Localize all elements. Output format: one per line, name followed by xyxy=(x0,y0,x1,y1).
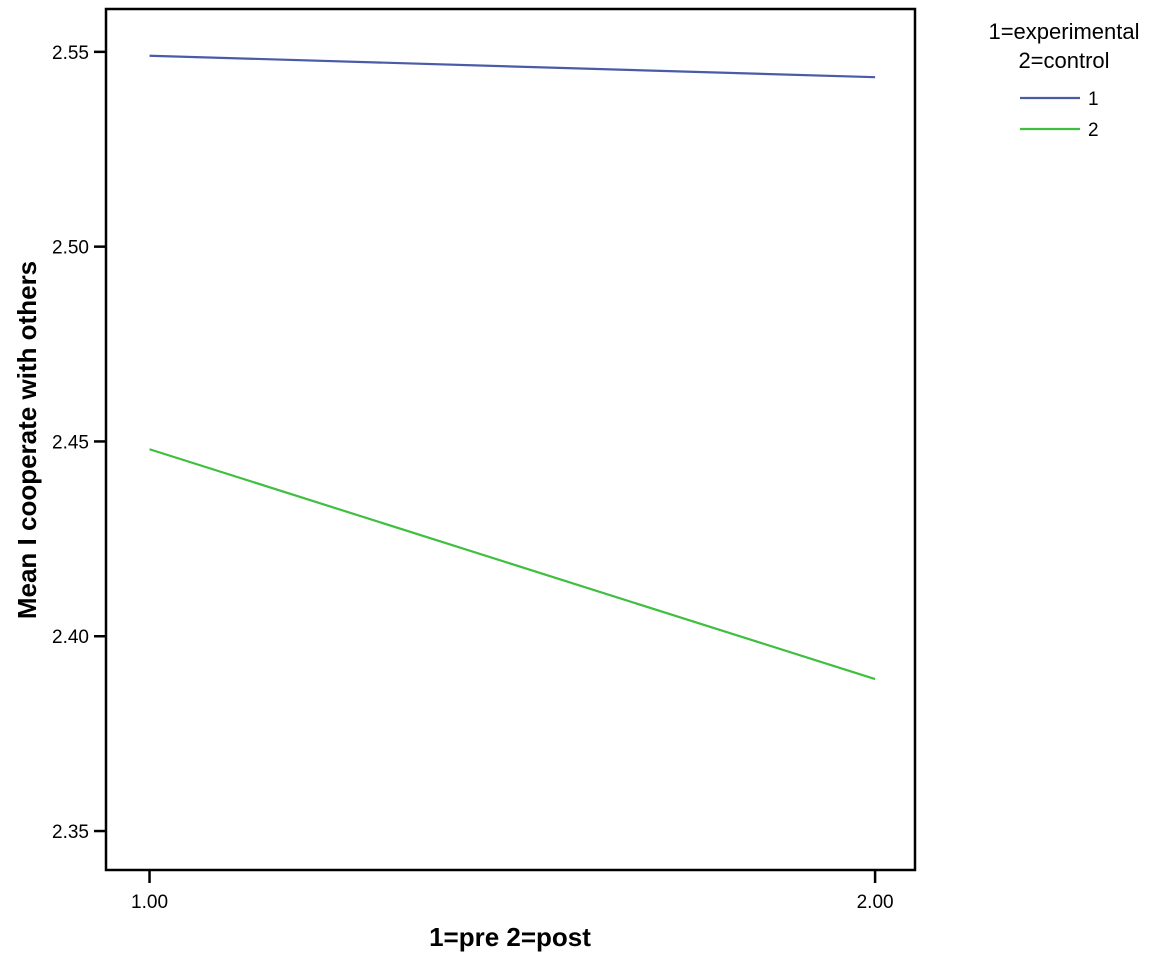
y-tick-label: 2.55 xyxy=(52,43,89,64)
y-tick-label: 2.45 xyxy=(52,432,89,453)
x-axis-title: 1=pre 2=post xyxy=(429,922,591,952)
x-tick-label: 1.00 xyxy=(131,892,168,913)
series-line-1 xyxy=(149,54,876,79)
x-tick-label: 2.00 xyxy=(857,892,894,913)
legend-label-2: 2 xyxy=(1088,120,1099,141)
legend-title-line1: 1=experimental xyxy=(988,19,1139,44)
y-axis-title: Mean I cooperate with others xyxy=(12,261,42,619)
x-axis: 1.00 2.00 xyxy=(131,870,894,913)
series-line-2 xyxy=(149,448,876,681)
series-lines xyxy=(149,54,876,681)
y-axis: 2.35 2.40 2.45 2.50 2.55 xyxy=(52,43,106,843)
legend-entries: 12 xyxy=(1020,89,1099,141)
legend: 1=experimental 2=control 12 xyxy=(988,19,1139,141)
legend-title-line2: 2=control xyxy=(1018,48,1109,73)
legend-label-1: 1 xyxy=(1088,89,1099,110)
y-tick-label: 2.35 xyxy=(52,822,89,843)
y-tick-label: 2.50 xyxy=(52,238,89,259)
plot-frame xyxy=(104,7,917,872)
y-tick-label: 2.40 xyxy=(52,627,89,648)
